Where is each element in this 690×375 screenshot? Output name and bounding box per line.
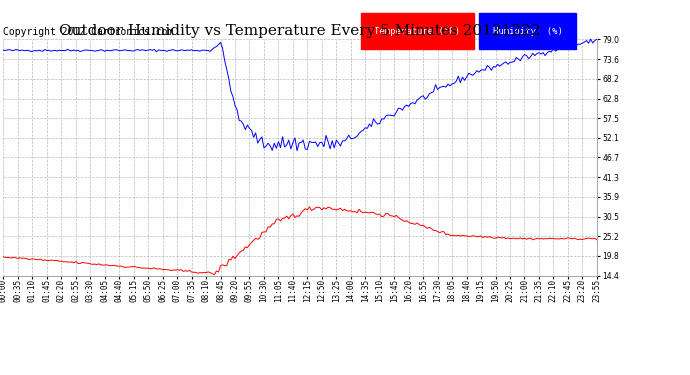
Title: Outdoor Humidity vs Temperature Every 5 Minutes 20121222: Outdoor Humidity vs Temperature Every 5 … — [59, 24, 541, 38]
Text: Temperature (°F): Temperature (°F) — [374, 27, 460, 36]
Text: Humidity  (%): Humidity (%) — [493, 27, 563, 36]
Text: Copyright 2012 Cartronics.com: Copyright 2012 Cartronics.com — [3, 27, 174, 37]
